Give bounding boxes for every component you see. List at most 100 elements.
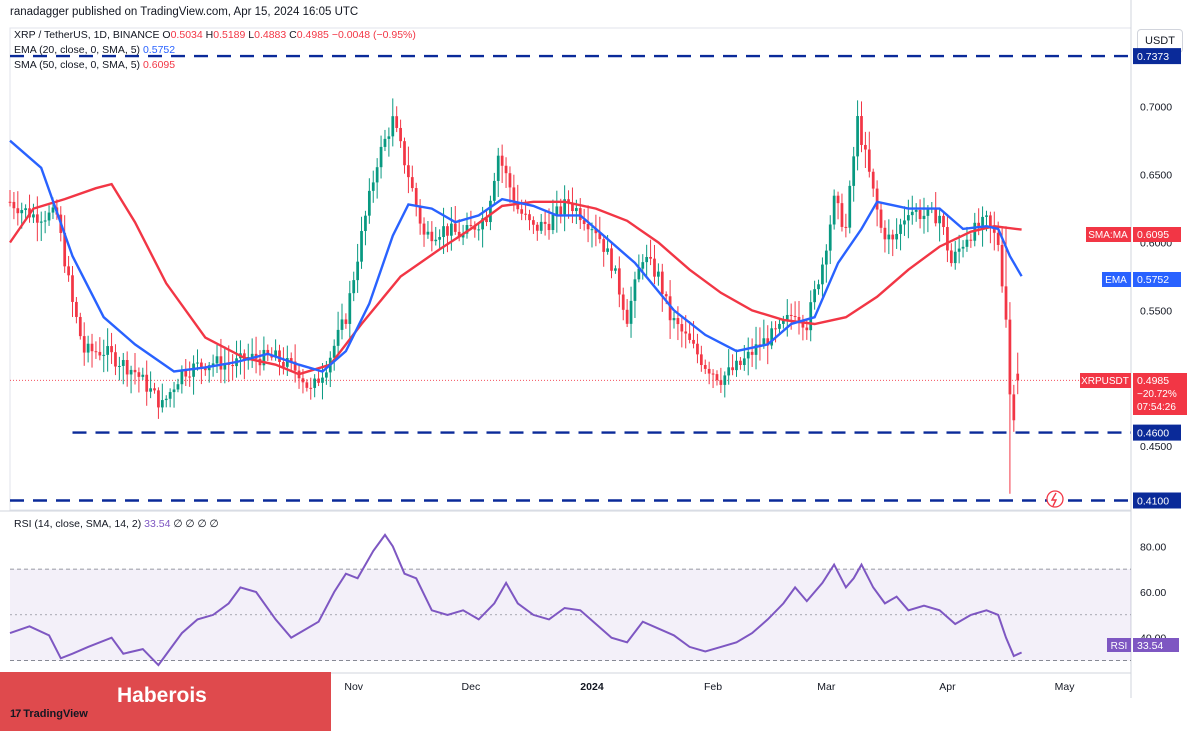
candle-body bbox=[864, 144, 867, 150]
candle-body bbox=[8, 201, 12, 203]
candle-body bbox=[660, 271, 664, 295]
rsi-legend[interactable]: RSI (14, close, SMA, 14, 2) 33.54 ∅ ∅ ∅ … bbox=[14, 518, 219, 530]
candle-body bbox=[196, 362, 199, 364]
candle-body bbox=[512, 187, 516, 202]
candle-body bbox=[715, 374, 719, 381]
published-by: ranadagger published on TradingView.com,… bbox=[10, 6, 359, 18]
candle-body bbox=[51, 207, 55, 213]
rsi-layer bbox=[9, 533, 1131, 667]
x-tick-label: Dec bbox=[462, 681, 481, 693]
candle-body bbox=[145, 374, 149, 392]
candle-body bbox=[633, 279, 637, 301]
candle-body bbox=[176, 384, 180, 390]
candle-body bbox=[78, 316, 82, 337]
x-tick-label: Apr bbox=[939, 681, 956, 693]
level-tag-bg bbox=[1133, 48, 1181, 65]
flash-icon bbox=[1050, 492, 1058, 507]
candle-body bbox=[133, 369, 137, 373]
candle-body bbox=[528, 214, 531, 221]
candle-body bbox=[899, 224, 902, 234]
candle-body bbox=[250, 353, 254, 358]
candle-body bbox=[410, 177, 414, 189]
candle-body bbox=[586, 223, 590, 230]
candle-body bbox=[770, 328, 774, 346]
candle-body bbox=[430, 231, 434, 242]
ema-line bbox=[9, 139, 1023, 373]
ohlc-change: −0.0048 (−0.95%) bbox=[331, 29, 416, 41]
candle-body bbox=[657, 271, 660, 277]
candle-body bbox=[895, 233, 899, 240]
candle-body bbox=[696, 343, 699, 355]
sma-tag-label-bg bbox=[1086, 227, 1131, 242]
tradingview-logo[interactable]: 17 TradingView bbox=[10, 708, 88, 720]
candle-body bbox=[602, 239, 606, 252]
candle-body bbox=[797, 317, 801, 321]
candle-body bbox=[520, 209, 524, 214]
candle-body bbox=[309, 387, 313, 389]
candle-body bbox=[742, 358, 746, 365]
candle-body bbox=[215, 356, 219, 364]
candle-body bbox=[879, 209, 883, 228]
candle-body bbox=[47, 212, 51, 221]
candle-body bbox=[489, 200, 492, 223]
candle-body bbox=[364, 215, 367, 232]
price-pane-frame bbox=[9, 27, 1132, 511]
candle-body bbox=[332, 345, 336, 358]
candle-body bbox=[938, 215, 941, 224]
candle-body bbox=[39, 221, 43, 223]
candle-body bbox=[172, 389, 176, 393]
xrp-tag-timer: 07:54:26 bbox=[1137, 402, 1176, 413]
ema-legend[interactable]: EMA (20, close, 0, SMA, 5) 0.5752 bbox=[14, 44, 175, 56]
candle-body bbox=[90, 343, 94, 352]
candle-body bbox=[860, 116, 863, 145]
candle-body bbox=[164, 398, 168, 401]
candle-body bbox=[67, 266, 70, 276]
y-tick-label: 0.7000 bbox=[1140, 102, 1172, 114]
candle-body bbox=[75, 301, 78, 317]
candle-body bbox=[1008, 319, 1012, 395]
candle-body bbox=[739, 360, 742, 365]
candle-body bbox=[778, 323, 781, 329]
candle-body bbox=[532, 220, 535, 225]
symbol-title: XRP / TetherUS, 1D, BINANCE bbox=[14, 29, 160, 41]
candle-body bbox=[563, 199, 567, 215]
candle-body bbox=[809, 302, 813, 331]
candle-body bbox=[852, 156, 856, 186]
candle-body bbox=[844, 226, 848, 228]
ma-layer bbox=[9, 139, 1023, 376]
ohlc-close: 0.4985 bbox=[296, 29, 329, 41]
candle-body bbox=[473, 225, 477, 230]
candle-body bbox=[371, 182, 375, 191]
candle-body bbox=[961, 246, 965, 249]
candle-body bbox=[957, 248, 961, 252]
candle-body bbox=[817, 284, 820, 290]
candle-body bbox=[793, 315, 797, 318]
sma-tag-label: SMA:MA bbox=[1088, 230, 1128, 241]
candle-body bbox=[485, 218, 488, 223]
candle-body bbox=[293, 361, 297, 371]
sma-legend[interactable]: SMA (50, close, 0, SMA, 5) 0.6095 bbox=[14, 59, 175, 71]
candle-body bbox=[856, 116, 859, 157]
candle-body bbox=[891, 234, 895, 240]
candle-body bbox=[989, 215, 992, 227]
candle-body bbox=[766, 338, 770, 346]
ema-legend-value: 0.5752 bbox=[142, 44, 176, 56]
candle-body bbox=[625, 309, 629, 324]
candle-body bbox=[387, 136, 391, 139]
candle-body bbox=[875, 188, 879, 210]
rsi-legend-label: RSI (14, close, SMA, 14, 2) bbox=[14, 518, 142, 530]
candle-body bbox=[1004, 286, 1008, 320]
candle-body bbox=[828, 224, 832, 251]
level-tag-bg bbox=[1133, 424, 1181, 441]
candle-body bbox=[785, 314, 789, 321]
candle-body bbox=[391, 116, 395, 137]
candle-body bbox=[102, 354, 106, 356]
candle-body bbox=[985, 215, 988, 217]
candle-body bbox=[610, 248, 613, 271]
sma-tag-value: 0.6095 bbox=[1137, 229, 1169, 241]
candle-body bbox=[1000, 244, 1004, 287]
candle-body bbox=[684, 331, 688, 334]
candle-body bbox=[114, 352, 117, 367]
candle-body bbox=[883, 227, 887, 240]
